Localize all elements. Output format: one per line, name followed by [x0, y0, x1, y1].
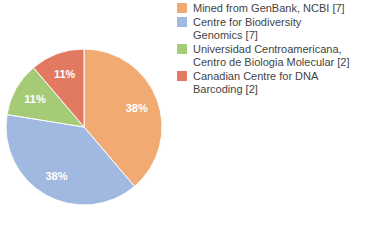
legend-swatch	[177, 3, 187, 13]
legend-label: Centre for BiodiversityGenomics [7]	[193, 16, 302, 41]
legend-label: Universidad Centroamericana,Centro de Bi…	[193, 43, 350, 68]
chart: 38% 38% 11% 11% Mined from GenBank, NCBI [7]…	[0, 0, 380, 240]
data-label: 38%	[126, 102, 148, 114]
pie-slice	[6, 115, 135, 205]
pie	[6, 49, 162, 205]
legend-swatch	[177, 44, 187, 54]
data-label: 11%	[54, 68, 76, 80]
legend-label: Mined from GenBank, NCBI [7]	[193, 2, 345, 14]
legend-label: Canadian Centre for DNABarcoding [2]	[193, 70, 319, 95]
data-label: 38%	[45, 170, 67, 182]
data-label: 11%	[24, 93, 46, 105]
legend-swatch	[177, 17, 187, 27]
legend: Mined from GenBank, NCBI [7] Centre for B…	[177, 2, 350, 95]
data-labels: 38% 38% 11% 11%	[24, 68, 148, 182]
legend-swatch	[177, 71, 187, 81]
pie-slice	[33, 49, 84, 127]
